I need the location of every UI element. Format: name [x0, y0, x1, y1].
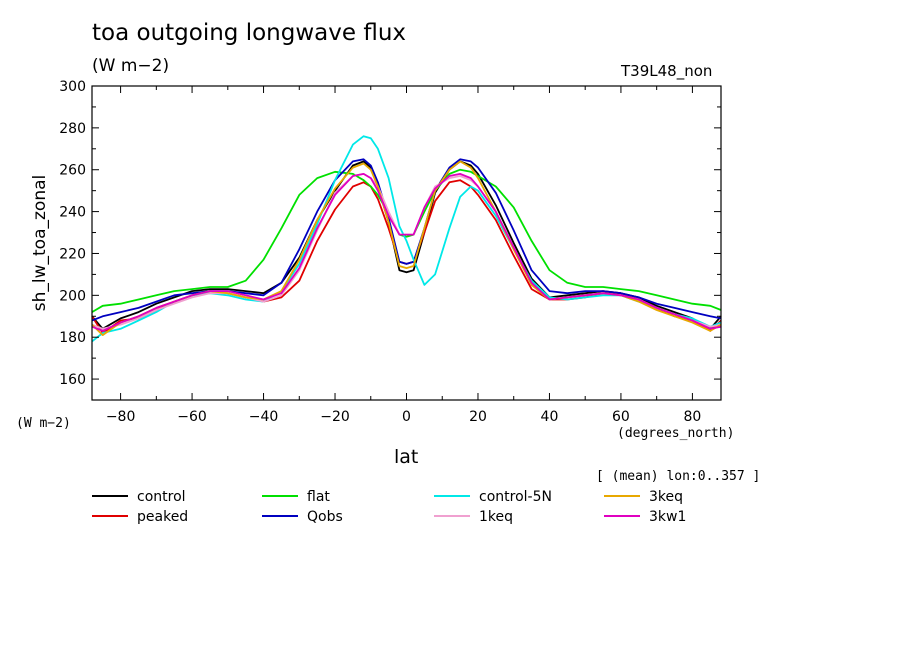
axis-ticks: −80 −60 −40 −20 0 20 40 60 80 160 180 200 220 240 260 2… — [59, 79, 721, 425]
legend-label-control-5n: control-5N — [479, 489, 552, 505]
run-id-label: T39L48_non — [621, 62, 713, 80]
y-tick-label: 180 — [59, 330, 86, 346]
chart-units: (W m−2) — [92, 56, 170, 76]
y-tick-label: 300 — [59, 79, 86, 95]
x-tick-label: −80 — [106, 409, 136, 425]
legend-label-control: control — [137, 489, 186, 505]
legend-label-qobs: Qobs — [307, 509, 343, 525]
y-tick-label: 160 — [59, 372, 86, 388]
legend-label-3kw1: 3kw1 — [649, 509, 686, 525]
legend-label-3keq: 3keq — [649, 489, 683, 505]
x-tick-label: 0 — [402, 409, 411, 425]
y-tick-label: 220 — [59, 246, 86, 262]
series-line-flat — [91, 168, 722, 313]
series-line-1keq — [91, 172, 722, 330]
y-axis-units: (W m−2) — [16, 416, 71, 431]
x-tick-label: −40 — [249, 409, 279, 425]
x-tick-label: 40 — [541, 409, 559, 425]
series-line-control-5n — [91, 135, 722, 343]
x-tick-label: 20 — [469, 409, 487, 425]
series-line-3keq — [91, 160, 722, 337]
series-line-peaked — [91, 179, 722, 334]
y-tick-label: 200 — [59, 288, 86, 304]
chart-title: toa outgoing longwave flux — [92, 20, 407, 46]
x-axis-units: (degrees_north) — [617, 426, 735, 441]
y-tick-label: 280 — [59, 121, 86, 137]
mean-note: [ (mean) lon:0..357 ] — [596, 469, 761, 484]
series-line-control — [91, 160, 722, 330]
legend: control flat control-5N 3keq peaked Qobs 1keq 3… — [92, 489, 686, 525]
y-tick-label: 240 — [59, 205, 86, 221]
y-tick-label: 260 — [59, 163, 86, 179]
x-tick-label: −60 — [177, 409, 207, 425]
legend-label-1keq: 1keq — [479, 509, 513, 525]
x-tick-label: 80 — [683, 409, 701, 425]
x-axis-label: lat — [394, 446, 419, 468]
legend-label-flat: flat — [307, 489, 330, 505]
x-tick-label: 60 — [612, 409, 630, 425]
series-line-3kw1 — [91, 172, 722, 332]
legend-label-peaked: peaked — [137, 509, 188, 525]
series-lines — [91, 135, 722, 343]
x-tick-label: −20 — [320, 409, 350, 425]
